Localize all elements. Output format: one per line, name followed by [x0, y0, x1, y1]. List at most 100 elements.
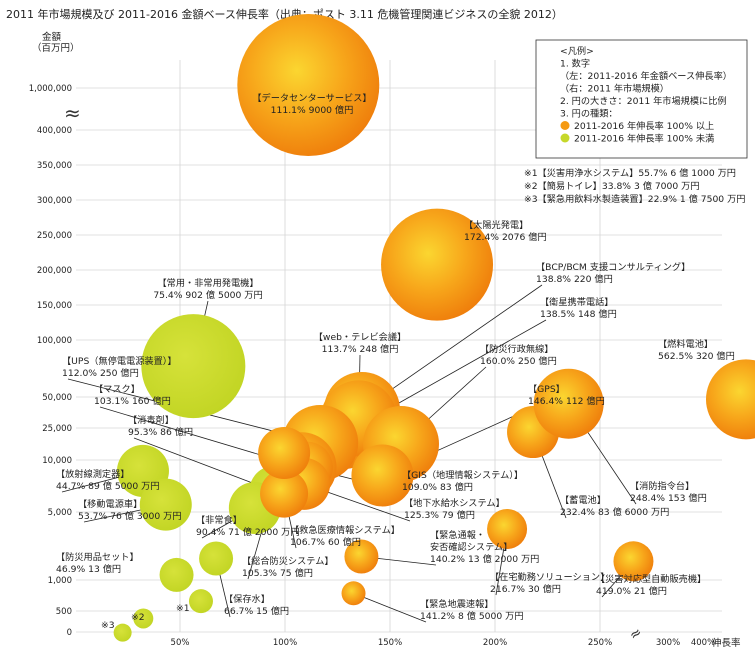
bubble-データセンターサービス — [237, 14, 380, 156]
footnote: ※2【簡易トイレ】33.8% 3 億 7000 万円 — [524, 180, 700, 192]
bubbles — [113, 14, 755, 642]
legend-swatch — [560, 133, 570, 143]
bubble-label: 140.2% 13 億 2000 万円 — [430, 553, 539, 565]
bubble-label: 75.4% 902 億 5000 万円 — [153, 289, 262, 301]
y-tick-label: 50,000 — [42, 393, 72, 403]
y-tick-label: 300,000 — [37, 196, 72, 206]
bubble-label: 111.1% 9000 億円 — [271, 104, 354, 116]
bubble-label: ※2 — [131, 612, 145, 623]
bubble-label: 【UPS（無停電電源装置）】 — [62, 355, 177, 367]
x-tick-label: 300% — [656, 638, 680, 648]
bubble-label: 【災害対応型自動販売機】 — [596, 573, 706, 585]
bubble-常用・非常用発電機 — [141, 314, 246, 419]
bubble-label: 安否確認システム】 — [430, 541, 512, 553]
legend-line: 2. 円の大きさ：2011 年市場規模に比例 — [560, 95, 727, 107]
bubble-label: 106.7% 60 億円 — [290, 536, 361, 548]
y-axis-break-mark: ≈ — [64, 101, 81, 125]
y-tick-label: 400,000 — [37, 126, 72, 136]
bubble-label: 【防災用品セット】 — [56, 551, 139, 563]
bubble-label: 109.0% 83 億円 — [402, 481, 473, 493]
bubble-label: 44.7% 89 億 5000 万円 — [56, 480, 160, 492]
footnote: ※1【災害用浄水システム】55.7% 6 億 1000 万円 — [524, 167, 736, 179]
y-tick-label: 5,000 — [48, 508, 72, 518]
footnote: ※3【緊急用飲料水製造装置】22.9% 1 億 7500 万円 — [524, 193, 745, 205]
bubble-label: 146.4% 112 億円 — [528, 395, 605, 407]
bubble-label: 【移動電源車】 — [78, 498, 142, 510]
y-tick-label: 1,000,000 — [29, 84, 72, 94]
legend-swatch — [560, 121, 570, 130]
bubble-緊急地震速報 — [341, 581, 366, 606]
bubble-※2 簡易トイレ — [133, 608, 154, 629]
x-axis-title: 伸長率 — [712, 637, 741, 649]
bubble-label: 112.0% 250 億円 — [62, 367, 139, 379]
bubble-label: 【太陽光発電】 — [464, 219, 528, 231]
bubble-label: 125.3% 79 億円 — [404, 509, 475, 521]
y-tick-label: 500 — [56, 607, 72, 617]
y-tick-label: 150,000 — [37, 301, 72, 311]
legend-entry-label: 2011-2016 年伸長率 100% 未満 — [574, 133, 714, 145]
y-tick-label: 10,000 — [42, 456, 72, 466]
legend: <凡例>1. 数字（左：2011-2016 年金額ベース伸長率）（右：2011 … — [535, 39, 748, 159]
bubble-label: 46.9% 13 億円 — [56, 563, 121, 575]
bubble-label: 160.0% 250 億円 — [480, 355, 557, 367]
bubble-label: 【緊急通報・ — [430, 529, 485, 541]
bubble-太陽光発電 — [381, 208, 494, 321]
x-tick-label: 400% — [691, 638, 715, 648]
bubble-※1 災害用浄水システム — [188, 589, 213, 614]
bubble-label: 113.7% 248 億円 — [322, 343, 399, 355]
bubble-防災用品セット — [159, 557, 194, 592]
bubble-label: 【防災行政無線】 — [480, 343, 554, 355]
y-axis-title: 金額 — [42, 31, 62, 43]
bubble-label: ※1 — [176, 603, 190, 614]
bubble-label: 90.4% 71 億 2000 万円 — [196, 526, 300, 538]
bubble-救急医療情報システム — [260, 469, 309, 518]
x-tick-label: 150% — [378, 638, 402, 648]
bubble-label: 【消毒剤】 — [128, 414, 174, 426]
legend-line: （右：2011 年市場規模） — [560, 83, 669, 95]
y-tick-label: 350,000 — [37, 161, 72, 171]
bubble-GPS — [351, 444, 414, 507]
y-tick-label: 100,000 — [37, 336, 72, 346]
bubble-災害対応型自動販売機 — [613, 541, 654, 582]
bubble-label: 【消防指令台】 — [630, 480, 694, 492]
bubble-label: 【蓄電池】 — [560, 494, 606, 506]
bubble-label: 562.5% 320 億円 — [658, 350, 735, 362]
bubble-label: 95.3% 86 億円 — [128, 426, 193, 438]
legend-entry-label: 2011-2016 年伸長率 100% 以上 — [574, 120, 714, 132]
bubble-label: 【在宅勤務ソリューション】 — [490, 571, 609, 583]
legend-line: 3. 円の種類： — [560, 109, 618, 120]
legend-title: <凡例> — [560, 45, 594, 57]
y-tick-label: 250,000 — [37, 231, 72, 241]
y-axis-ticks: 1,000,000 400,000 350,000 300,000 250,000 200… — [29, 84, 72, 638]
bubble-label: 【マスク】 — [94, 384, 140, 395]
x-tick-label: 200% — [483, 638, 507, 648]
bubble-label: 【燃料電池】 — [658, 338, 713, 350]
bubble-label: 216.7% 30 億円 — [490, 583, 561, 595]
bubble-label: 【非常食】 — [196, 514, 242, 526]
y-axis-unit: （百万円） — [32, 42, 80, 54]
bubble-label: 【緊急地震速報】 — [420, 598, 494, 610]
bubble-label: 【web・テレビ会議】 — [314, 331, 407, 343]
bubble-label: 【地下水給水システム】 — [404, 497, 505, 509]
bubble-label: 172.4% 2076 億円 — [464, 231, 547, 243]
x-axis-ticks: 50% 100% 150% 200% 250% 300% 400% — [171, 638, 716, 648]
bubble-label: 【GIS（地理情報システム）】 — [402, 469, 523, 481]
bubble-label: 419.0% 21 億円 — [596, 585, 667, 597]
bubble-label: 【データセンターサービス】 — [252, 92, 371, 104]
chart-title: 2011 年市場規模及び 2011-2016 金額ベース伸長率（出典：ポスト 3… — [6, 7, 563, 21]
bubble-label: 141.2% 8 億 5000 万円 — [420, 610, 524, 622]
bubble-label: ※3 — [101, 620, 115, 631]
footnotes: ※1【災害用浄水システム】55.7% 6 億 1000 万円※2【簡易トイレ】3… — [524, 167, 745, 205]
bubble-label: 232.4% 83 億 6000 万円 — [560, 506, 669, 518]
bubble-label: 105.3% 75 億円 — [242, 567, 313, 579]
bubble-label: 138.5% 148 億円 — [540, 308, 617, 320]
bubble-label: 248.4% 153 億円 — [630, 492, 707, 504]
bubble-label: 【衛星携帯電話】 — [540, 296, 614, 308]
bubble-label: 【救急医療情報システム】 — [290, 524, 400, 536]
legend-line: 1. 数字 — [560, 58, 590, 70]
y-tick-label: 0 — [67, 628, 72, 638]
bubble-labels: 【データセンターサービス】111.1% 9000 億円【太陽光発電】172.4%… — [56, 92, 735, 631]
bubble-label: 【常用・非常用発電機】 — [157, 277, 258, 289]
y-tick-label: 200,000 — [37, 266, 72, 276]
